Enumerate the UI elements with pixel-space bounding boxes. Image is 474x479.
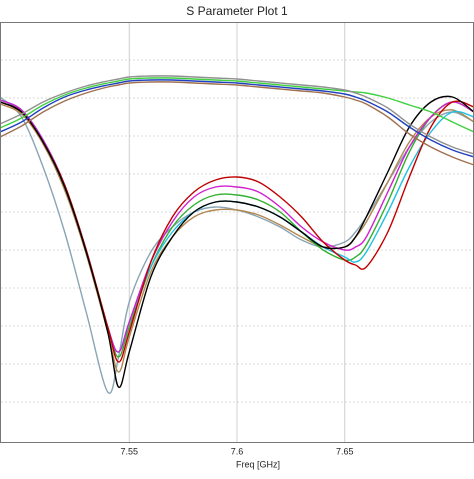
series-line <box>0 79 474 158</box>
series-line <box>0 75 474 155</box>
x-axis-label: Freq [GHz] <box>236 459 280 469</box>
series-line <box>0 77 474 133</box>
x-tick-label: 7.65 <box>336 446 354 456</box>
chart-title: S Parameter Plot 1 <box>186 4 288 18</box>
x-tick-label: 7.55 <box>121 446 139 456</box>
series-line <box>0 81 474 166</box>
series-line <box>0 95 474 388</box>
x-tick-label: 7.6 <box>231 446 244 456</box>
plot-layer <box>0 22 474 442</box>
